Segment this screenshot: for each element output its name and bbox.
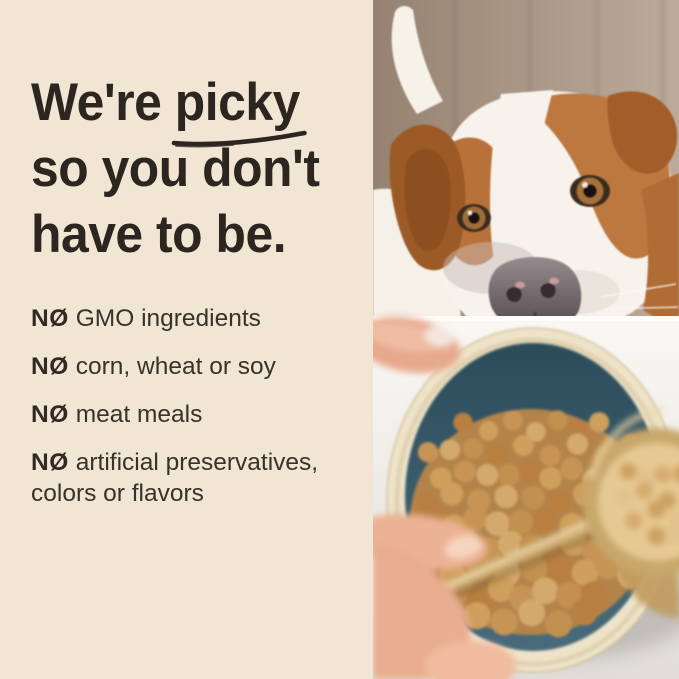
- dog-nose: [488, 257, 582, 332]
- hand-knuckle: [424, 641, 516, 679]
- headline-line-2: so you don't: [31, 139, 320, 198]
- headline: We're picky so you don't have to be.: [31, 70, 320, 268]
- emphasized-word-text: picky: [174, 73, 301, 132]
- list-item: NØ corn, wheat or soy: [31, 351, 355, 382]
- no-prefix: NØ: [31, 449, 69, 476]
- thumb-fingernail: [424, 326, 454, 348]
- text-panel: We're picky so you don't have to be. NØ G…: [31, 70, 355, 526]
- no-prefix: NØ: [31, 401, 69, 428]
- list-item: NØ meat meals: [31, 399, 355, 430]
- headline-line-1: We're picky: [31, 70, 319, 148]
- list-item-text: meat meals: [75, 401, 203, 428]
- scoop-kibble: [613, 462, 679, 546]
- no-claims-list: NØ GMO ingredients NØ corn, wheat or soy N…: [31, 303, 355, 526]
- list-item: NØ artificial preservatives, colors or fl…: [31, 447, 355, 509]
- headline-line1-prefix: We're: [31, 73, 175, 132]
- no-prefix: NØ: [31, 353, 69, 380]
- scoop-handle-highlight: [429, 520, 590, 595]
- nostril-pink-left: [515, 281, 525, 289]
- hand-drawn-underline-icon: [171, 130, 307, 148]
- table-edge-highlight: [373, 316, 679, 321]
- list-item-text: corn, wheat or soy: [75, 353, 276, 380]
- dog-eye-left: [457, 204, 491, 232]
- hand: [373, 316, 516, 679]
- nostril-pink-right: [549, 277, 559, 285]
- dog-neck-patch: [641, 173, 679, 332]
- dog-nostril-left: [506, 287, 522, 302]
- dog-nostril-right: [540, 283, 556, 298]
- emphasized-word: picky: [171, 70, 307, 148]
- scoop-rim-highlight: [588, 407, 664, 479]
- dog-ear-left-fold: [404, 148, 451, 251]
- dog: [373, 6, 679, 334]
- headline-line-3: have to be.: [31, 205, 287, 264]
- no-prefix: NØ: [31, 305, 69, 332]
- dog-blaze: [490, 90, 553, 266]
- dog-eye-right: [570, 175, 610, 207]
- dog-tail: [391, 6, 443, 114]
- list-item-text: GMO ingredients: [75, 305, 261, 332]
- list-item: NØ GMO ingredients: [31, 303, 355, 334]
- list-item-text: artificial preservatives, colors or flav…: [31, 449, 319, 507]
- dog-ear-left: [389, 124, 466, 271]
- dog-photo: [373, 0, 679, 679]
- finger-highlight: [444, 535, 482, 559]
- dog-ear-right: [607, 91, 678, 174]
